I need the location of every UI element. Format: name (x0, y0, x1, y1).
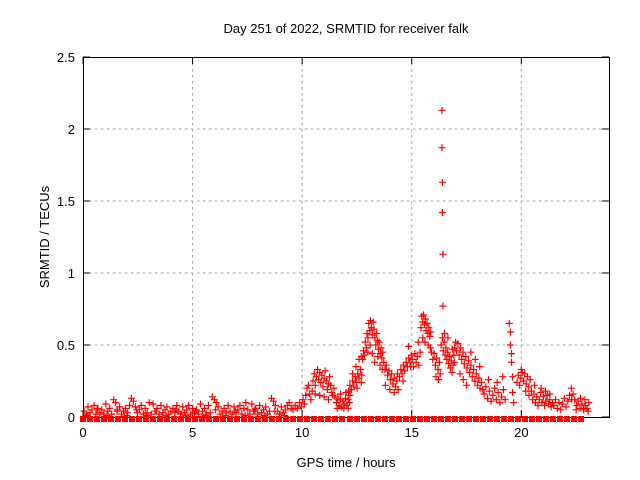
tick-marks (82, 56, 609, 418)
y-axis-label: SRMTID / TECUs (37, 185, 52, 288)
y-tick-label: 2.5 (57, 50, 75, 65)
frame-layer (82, 56, 610, 418)
y-tick-label: 2 (68, 122, 75, 137)
tick-label-layer: 0 5 10 15 20 0 0.5 1 1.5 2 2.5 (57, 50, 529, 440)
chart-title: Day 251 of 2022, SRMTID for receiver fal… (224, 21, 469, 36)
data-layer (80, 106, 593, 422)
grid-lines (83, 57, 609, 417)
x-tick-label: 10 (295, 425, 309, 440)
y-tick-label: 1 (68, 266, 75, 281)
x-tick-label: 5 (189, 425, 196, 440)
y-tick-label: 0 (68, 410, 75, 425)
baseline-squares (80, 416, 584, 422)
scatter-plus-markers (80, 106, 593, 420)
x-tick-label: 20 (514, 425, 528, 440)
plot-border (83, 57, 610, 418)
x-tick-label: 15 (405, 425, 419, 440)
y-tick-label: 1.5 (57, 194, 75, 209)
x-tick-label: 0 (79, 425, 86, 440)
y-tick-label: 0.5 (57, 338, 75, 353)
x-axis-label: GPS time / hours (297, 455, 396, 470)
grid-layer (83, 57, 609, 417)
